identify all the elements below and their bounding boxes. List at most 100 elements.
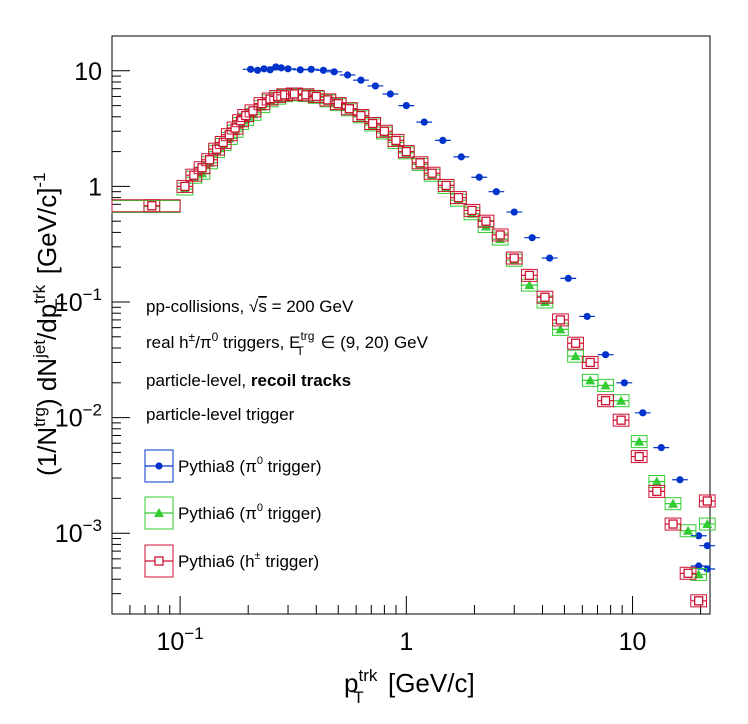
data-point [555, 315, 566, 325]
data-point [319, 66, 328, 74]
data-point [695, 562, 703, 570]
sys-box [237, 109, 255, 123]
data-point [204, 155, 215, 165]
data-point [180, 181, 190, 192]
sys-box [597, 378, 614, 392]
data-point [266, 66, 274, 74]
sys-box [477, 214, 495, 228]
data-point [600, 396, 611, 406]
series-2 [143, 87, 716, 608]
data-marks [111, 63, 716, 608]
legend-entry-pythia8-pi0: Pythia8 (π0 trigger) [144, 449, 322, 483]
axis-ticks: 10−1 1 10 10−3 10−2 10−1 1 10 [55, 35, 702, 656]
sys-box [340, 102, 358, 116]
data-point [457, 153, 465, 161]
data-point [323, 95, 333, 105]
data-point [253, 66, 262, 74]
sys-box [214, 135, 232, 149]
sys-box [690, 594, 708, 608]
data-point [402, 101, 410, 110]
sys-box [463, 203, 481, 217]
sys-box [244, 104, 262, 118]
x-tick-label: 1 [399, 628, 413, 656]
data-point [420, 118, 428, 126]
data-point [211, 144, 222, 154]
x-tick-label: 10−1 [156, 624, 203, 656]
data-point [277, 64, 285, 72]
data-point [147, 201, 157, 211]
sys-box [581, 355, 599, 369]
data-point [651, 476, 662, 486]
sys-box [232, 114, 249, 128]
sys-box [364, 117, 382, 131]
data-point [564, 274, 572, 283]
data-point [495, 230, 505, 240]
data-point [509, 253, 519, 263]
sys-box [376, 124, 393, 138]
data-point [570, 351, 581, 361]
sys-box [630, 450, 648, 464]
data-point [702, 519, 713, 529]
data-point [634, 451, 644, 462]
data-point [439, 136, 447, 144]
legend: Pythia8 (π0 trigger) Pythia6 (π0 trigger… [144, 449, 322, 578]
y-tick-label: 10−1 [55, 285, 102, 317]
data-point [668, 519, 678, 529]
sys-box [208, 142, 225, 156]
x-tick-label: 10 [619, 628, 647, 656]
y-tick-label: 10−3 [55, 516, 102, 548]
sys-box [679, 524, 697, 538]
data-point [386, 90, 394, 98]
data-point [583, 312, 591, 321]
sys-box [176, 179, 194, 193]
data-point [683, 568, 693, 578]
y-tick-label: 10 [74, 58, 102, 86]
data-point [668, 498, 679, 508]
data-point [224, 130, 234, 140]
sys-box [664, 517, 682, 531]
data-point [585, 357, 595, 368]
y-tick-label: 10−2 [55, 401, 102, 433]
legend-label-pythia8: Pythia8 (π0 trigger) [178, 455, 322, 476]
data-point [634, 436, 645, 446]
legend-marker-square [154, 556, 164, 566]
data-point [248, 106, 258, 116]
legend-entry-pythia6-pi0: Pythia6 (π0 trigger) [144, 496, 322, 530]
data-point [307, 65, 315, 73]
data-point [344, 104, 355, 114]
sys-box [536, 290, 554, 304]
legend-marker-circle [155, 462, 163, 470]
data-point [235, 116, 246, 126]
sys-box [226, 121, 244, 135]
sys-box [698, 517, 716, 531]
data-point [570, 338, 581, 348]
data-point [585, 375, 596, 385]
data-point [356, 110, 366, 121]
data-point [540, 292, 550, 302]
data-point [702, 496, 712, 506]
data-point [600, 380, 611, 390]
sys-box [423, 166, 441, 180]
sys-box [505, 251, 523, 265]
data-point [524, 280, 535, 290]
data-point [528, 234, 536, 242]
data-point [555, 324, 566, 334]
annotation-trigger-level: particle-level trigger [146, 405, 295, 424]
sys-box [597, 394, 614, 408]
data-point [676, 476, 684, 484]
data-point [330, 68, 338, 76]
data-point [260, 65, 268, 73]
sys-box [612, 413, 630, 427]
sys-box [220, 128, 238, 142]
data-point [657, 444, 665, 452]
data-point [475, 173, 483, 181]
data-point [272, 63, 280, 71]
data-point [391, 135, 401, 146]
data-point [296, 66, 304, 74]
data-point [546, 254, 554, 262]
data-point [289, 89, 300, 99]
data-point [601, 351, 610, 359]
sys-box [521, 268, 538, 282]
data-point [301, 90, 311, 100]
